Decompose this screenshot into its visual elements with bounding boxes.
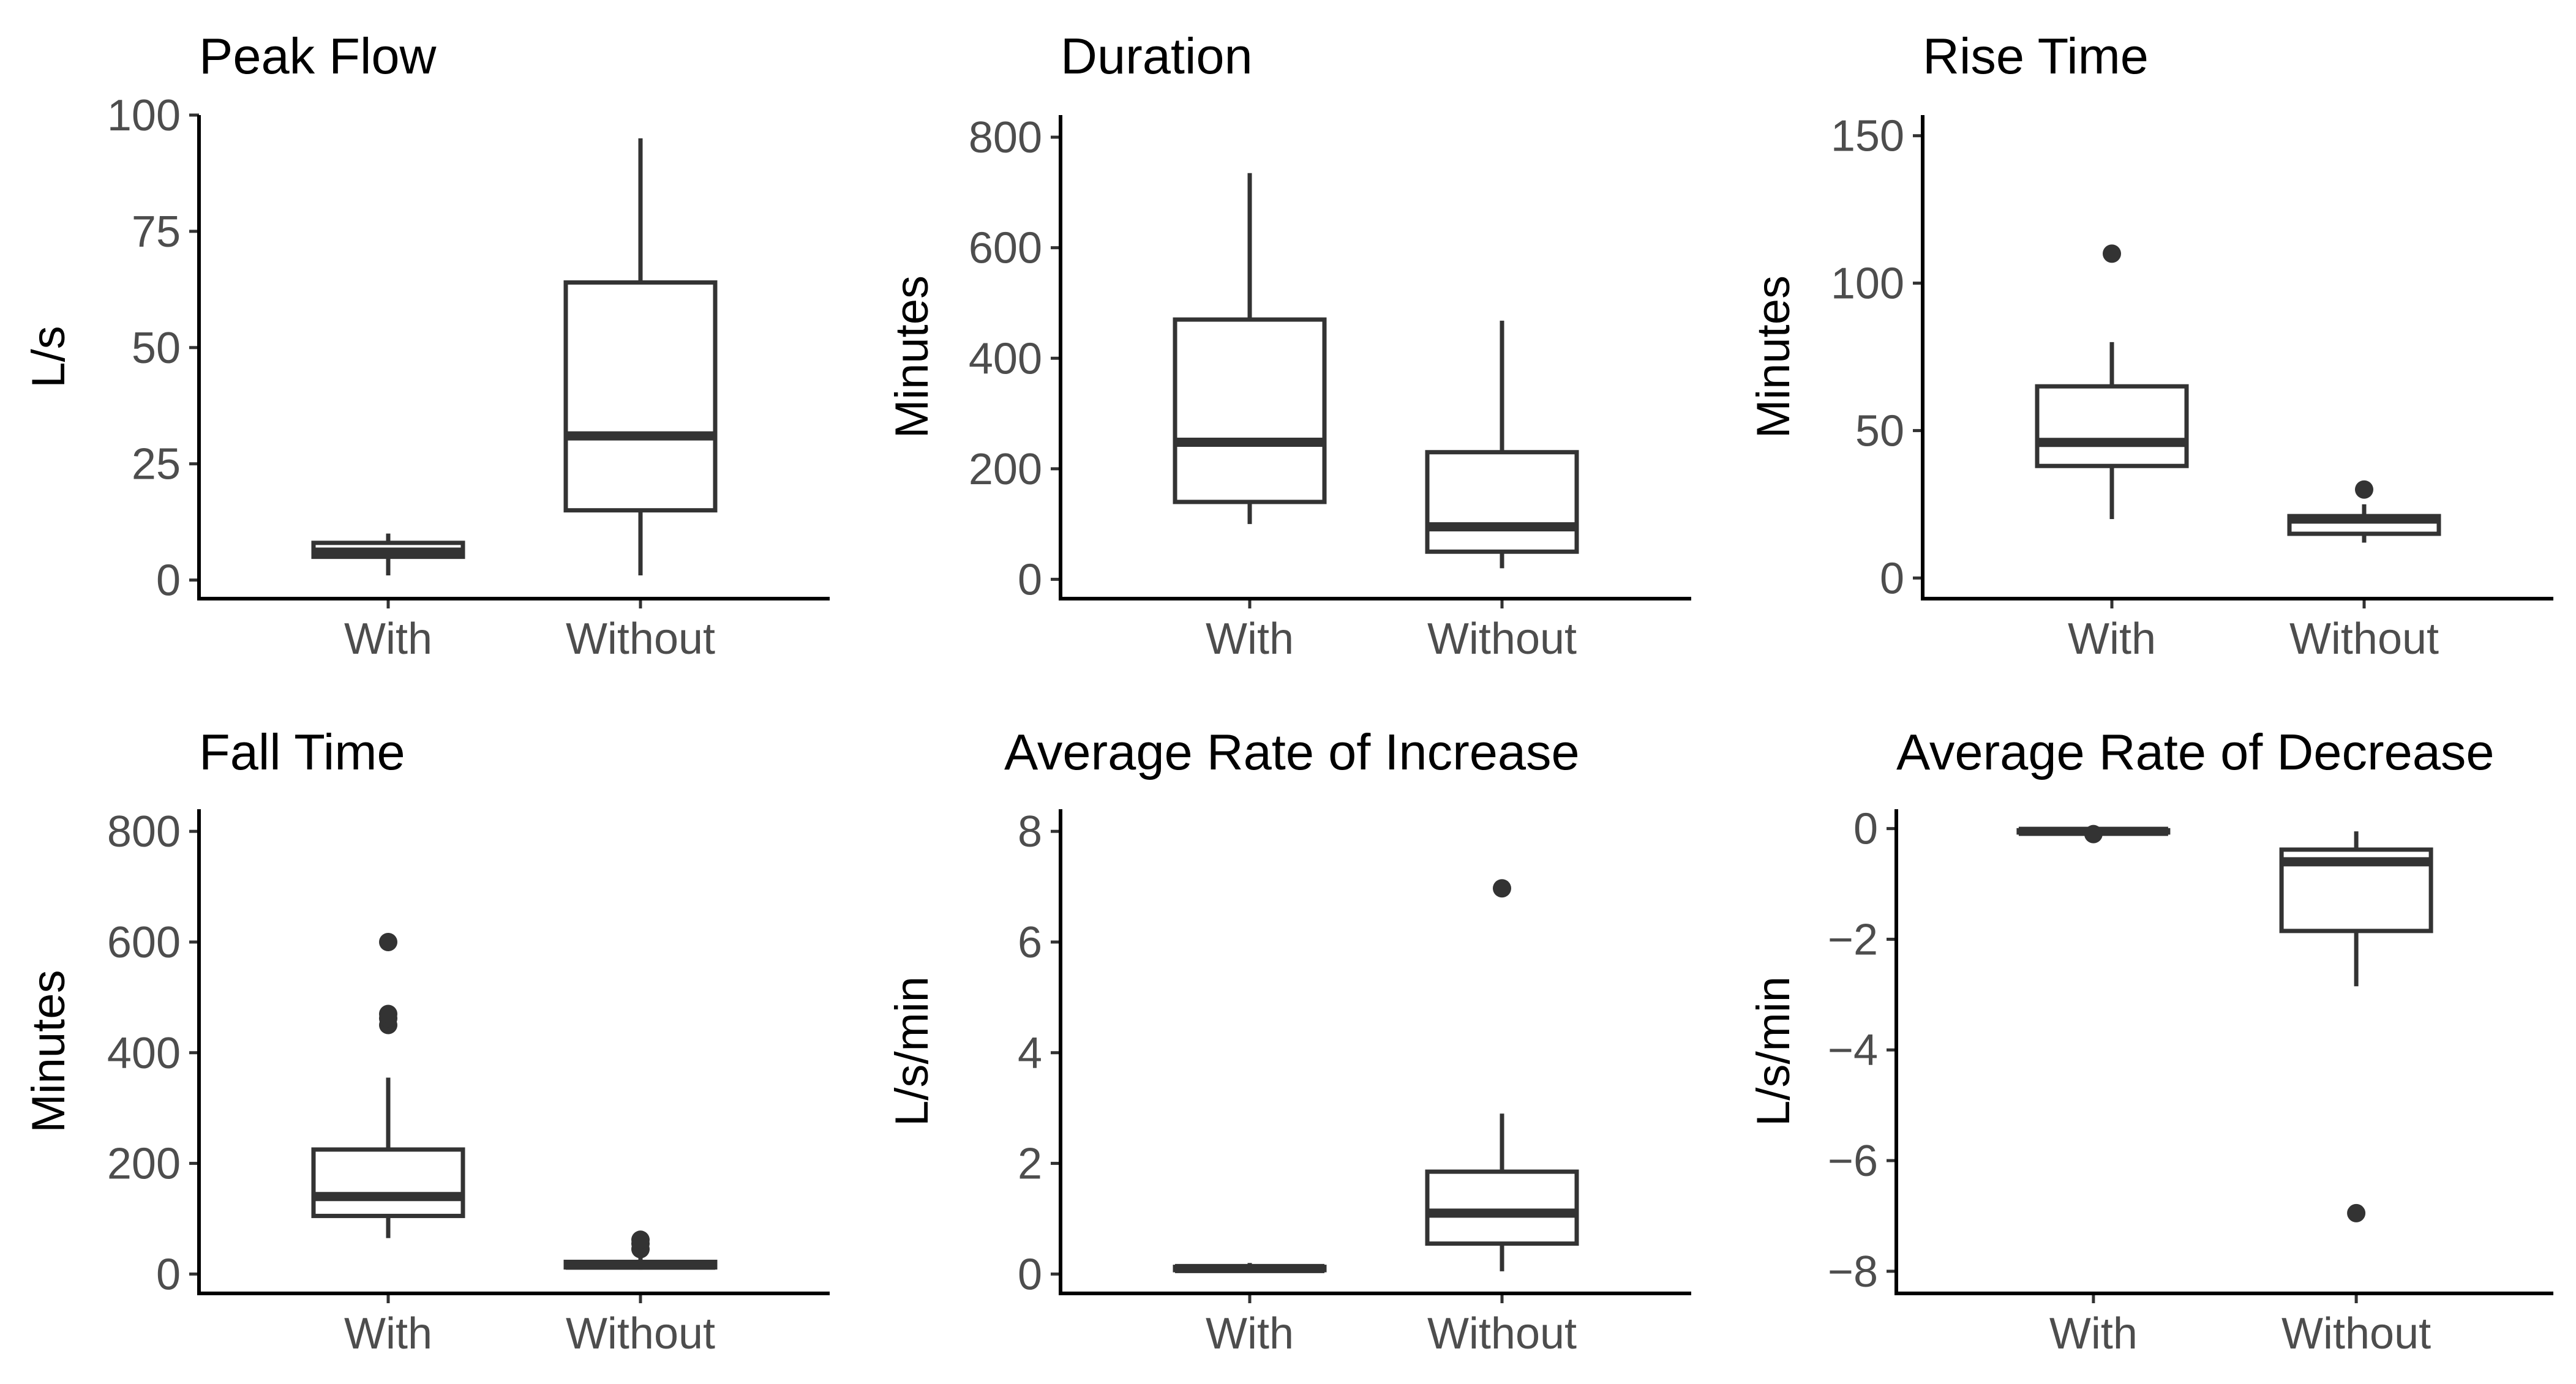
panel-title: Fall Time — [199, 724, 405, 780]
panel-average-rate-of-decrease: Average Rate of Decrease L/s/min 0 −2 −4 −6 −8… — [1748, 724, 2553, 1358]
box-without — [1425, 320, 1579, 569]
y-tick-label: −6 — [1828, 1137, 1878, 1186]
panel-duration: Duration Minutes 0 200 400 600 800 With Without — [886, 28, 1691, 664]
box-with — [2016, 825, 2171, 843]
y-tick-label: 75 — [132, 208, 181, 256]
y-tick-label: 0 — [1853, 805, 1878, 854]
iqr-box — [1425, 450, 1579, 554]
box-without — [2279, 831, 2433, 1222]
x-tick-label-without: Without — [1427, 615, 1577, 664]
y-tick-label: 0 — [156, 556, 181, 605]
y-tick-label: 0 — [1018, 1250, 1042, 1299]
iqr-box — [2035, 384, 2189, 468]
outlier-point — [2084, 825, 2103, 843]
iqr-box — [1173, 317, 1327, 504]
y-tick-label: 400 — [107, 1029, 181, 1078]
box-without — [563, 138, 718, 576]
y-tick-label: −2 — [1828, 915, 1878, 964]
y-tick-label: 6 — [1018, 918, 1042, 967]
iqr-box — [1425, 1169, 1579, 1246]
panel-title: Average Rate of Decrease — [1896, 724, 2495, 780]
y-tick-label: 200 — [107, 1140, 181, 1189]
y-tick-label: 0 — [156, 1250, 181, 1299]
panel-peak-flow: Peak Flow L/s 0 25 50 75 100 With Without — [23, 28, 830, 664]
y-tick-label: 4 — [1018, 1029, 1042, 1078]
y-tick-label: 800 — [969, 113, 1042, 162]
x-tick-label-without: Without — [2281, 1309, 2431, 1358]
y-tick-label: 0 — [1018, 555, 1042, 604]
panel-title: Duration — [1061, 28, 1253, 84]
box-with — [311, 932, 465, 1238]
y-axis-title: L/s/min — [1748, 976, 1800, 1126]
y-axis-title: L/s — [23, 326, 75, 387]
panel-title: Rise Time — [1923, 28, 2149, 84]
outlier-point — [2347, 1203, 2366, 1222]
y-tick-label: 150 — [1831, 112, 1904, 161]
box-with — [1173, 1263, 1327, 1273]
panel-title: Average Rate of Increase — [1004, 724, 1580, 780]
iqr-box — [563, 280, 718, 513]
outlier-point — [631, 1230, 650, 1249]
y-tick-label: 50 — [1855, 406, 1904, 455]
x-tick-label-with: With — [2068, 615, 2156, 664]
y-tick-label: 8 — [1018, 807, 1042, 856]
panel-title: Peak Flow — [199, 28, 437, 84]
x-tick-label-without: Without — [566, 615, 715, 664]
box-with — [311, 533, 465, 576]
y-axis-title: Minutes — [23, 970, 75, 1132]
outlier-point — [2355, 480, 2373, 499]
box-with — [1173, 173, 1327, 525]
y-tick-label: 600 — [107, 918, 181, 967]
iqr-box — [311, 1147, 465, 1218]
y-tick-label: 50 — [132, 324, 181, 373]
y-tick-label: 100 — [1831, 260, 1904, 309]
y-axis-title: L/s/min — [886, 976, 938, 1126]
outlier-point — [379, 932, 397, 951]
box-without — [563, 1230, 718, 1270]
x-tick-label-without: Without — [2289, 615, 2439, 664]
panel-fall-time: Fall Time Minutes 0 200 400 600 800 With Without — [23, 724, 830, 1358]
y-tick-label: 0 — [1880, 554, 1904, 603]
y-tick-label: 25 — [132, 440, 181, 489]
y-tick-label: 2 — [1018, 1140, 1042, 1189]
x-tick-label-with: With — [1206, 615, 1294, 664]
y-tick-label: 400 — [969, 334, 1042, 383]
y-tick-label: 200 — [969, 445, 1042, 494]
x-tick-label-without: Without — [566, 1309, 715, 1358]
y-tick-label: 100 — [107, 91, 181, 140]
y-axis-title: Minutes — [886, 275, 938, 438]
x-tick-label-with: With — [344, 615, 432, 664]
y-axis-title: Minutes — [1748, 275, 1800, 438]
outlier-point — [2103, 244, 2121, 263]
y-tick-label: 600 — [969, 224, 1042, 273]
y-tick-label: −8 — [1828, 1247, 1878, 1296]
x-tick-label-without: Without — [1427, 1309, 1577, 1358]
x-tick-label-with: With — [344, 1309, 432, 1358]
box-without — [1425, 879, 1579, 1271]
x-tick-label-with: With — [2049, 1309, 2138, 1358]
x-tick-label-with: With — [1206, 1309, 1294, 1358]
panel-rise-time: Rise Time Minutes 0 50 100 150 With Without — [1748, 28, 2553, 664]
y-tick-label: −4 — [1828, 1026, 1878, 1075]
panel-average-rate-of-increase: Average Rate of Increase L/s/min 0 2 4 6 8 With… — [886, 724, 1691, 1358]
outlier-point — [1493, 879, 1511, 898]
y-tick-label: 800 — [107, 807, 181, 856]
box-with — [2035, 244, 2189, 519]
outlier-point — [379, 1004, 397, 1023]
box-without — [2287, 480, 2441, 543]
